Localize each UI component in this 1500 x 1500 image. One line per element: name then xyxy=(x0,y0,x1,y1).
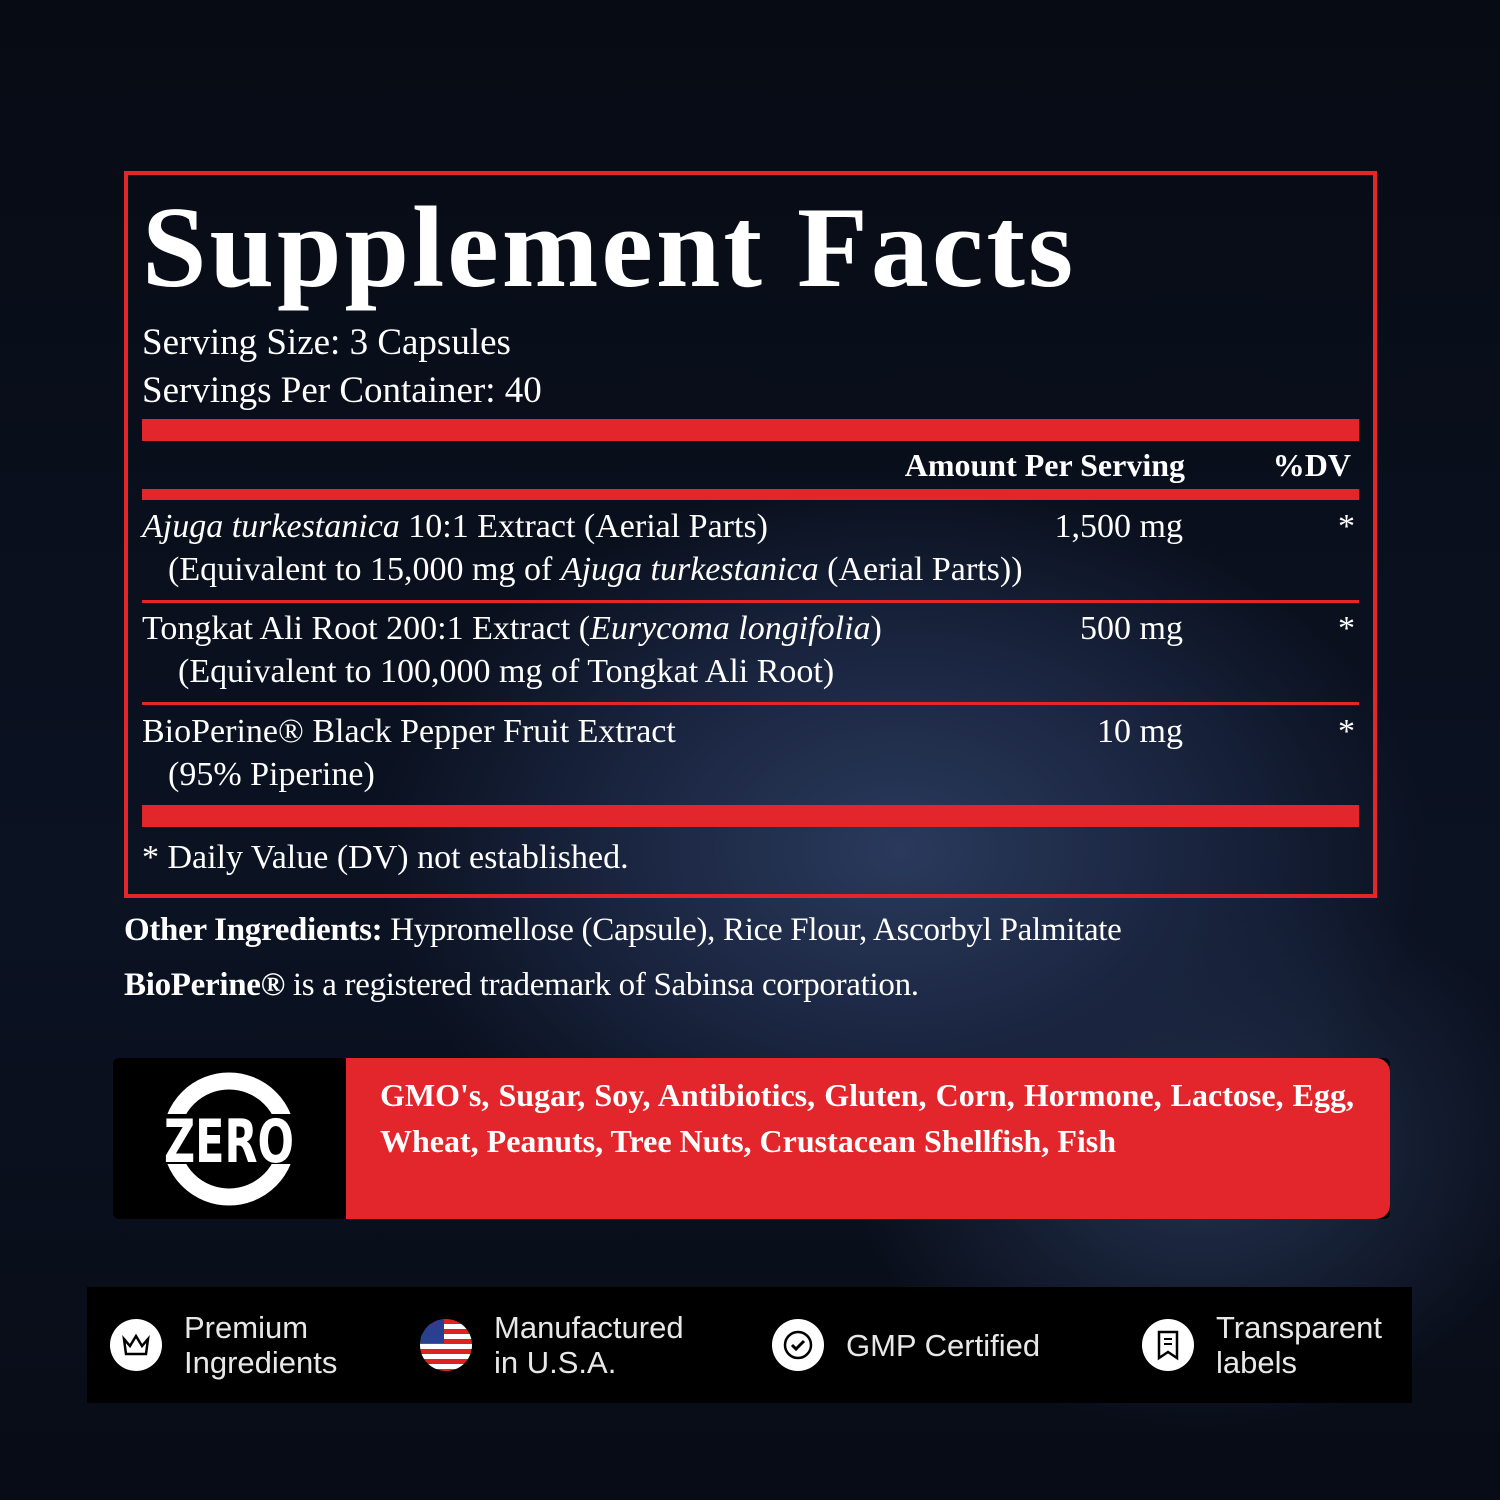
badge-text: Ingredients xyxy=(184,1345,338,1380)
supplement-facts-panel: Supplement Facts Serving Size: 3 Capsule… xyxy=(124,171,1377,898)
ingredient-sub: (95% Piperine) xyxy=(168,756,375,793)
panel-title: Supplement Facts xyxy=(142,184,1077,312)
ingredient-name: 10:1 Extract (Aerial Parts) xyxy=(399,508,769,545)
us-flag-icon xyxy=(420,1319,472,1371)
ingredient-row: Tongkat Ali Root 200:1 Extract (Eurycoma… xyxy=(142,607,1359,701)
ingredient-dv: * xyxy=(1338,713,1355,750)
ingredient-row: Ajuga turkestanica 10:1 Extract (Aerial … xyxy=(142,505,1359,599)
ingredient-sub-italic: Ajuga turkestanica xyxy=(560,551,819,588)
trademark-text: is a registered trademark of Sabinsa cor… xyxy=(284,967,919,1003)
ingredient-dv: * xyxy=(1338,508,1355,545)
zero-allergens-banner: ZERO GMO's, Sugar, Soy, Antibiotics, Glu… xyxy=(113,1058,1390,1219)
ingredient-amount: 1,500 mg xyxy=(1054,508,1183,545)
ingredient-amount: 500 mg xyxy=(1080,610,1183,647)
other-ingredients-label: Other Ingredients: xyxy=(124,912,383,948)
zero-logo-icon: ZERO xyxy=(163,1072,295,1206)
ingredient-sub: (Equivalent to 15,000 mg of xyxy=(168,551,561,588)
ingredient-row: BioPerine® Black Pepper Fruit Extract (9… xyxy=(142,710,1359,804)
ingredient-amount: 10 mg xyxy=(1097,713,1183,750)
ingredient-dv: * xyxy=(1338,610,1355,647)
badge-text: GMP Certified xyxy=(846,1327,1041,1363)
servings-per-container: Servings Per Container: 40 xyxy=(142,370,542,411)
badge-text: Transparent xyxy=(1216,1310,1382,1345)
ingredient-name: Tongkat Ali Root 200:1 Extract ( xyxy=(142,610,591,647)
serving-size: Serving Size: 3 Capsules xyxy=(142,322,511,363)
badge-premium: Premium Ingredients xyxy=(110,1287,337,1403)
badges-strip: Premium Ingredients Manufactured in U.S.A.… xyxy=(87,1287,1412,1403)
ingredient-sub: (Aerial Parts)) xyxy=(818,551,1023,588)
badge-text: in U.S.A. xyxy=(494,1345,617,1380)
ingredient-name-italic: Eurycoma longifolia xyxy=(590,610,871,647)
ingredient-name: BioPerine® Black Pepper Fruit Extract xyxy=(142,713,676,750)
badge-gmp: GMP Certified xyxy=(772,1287,1040,1403)
label-icon xyxy=(1142,1319,1194,1371)
badge-text: labels xyxy=(1216,1345,1297,1380)
crown-icon xyxy=(110,1319,162,1371)
trademark-note: BioPerine® is a registered trademark of … xyxy=(124,967,919,1004)
divider-medium xyxy=(142,489,1359,500)
svg-text:ZERO: ZERO xyxy=(164,1107,294,1177)
trademark-label: BioPerine® xyxy=(124,967,285,1003)
badge-transparent: Transparent labels xyxy=(1142,1287,1382,1403)
badge-text: Premium xyxy=(184,1310,309,1345)
divider-thin xyxy=(142,600,1359,603)
allergen-list: GMO's, Sugar, Soy, Antibiotics, Gluten, … xyxy=(346,1058,1390,1219)
certified-seal-icon xyxy=(772,1319,824,1371)
amount-header: Amount Per Serving xyxy=(904,447,1185,483)
divider-thick xyxy=(142,419,1359,441)
footnote: * Daily Value (DV) not established. xyxy=(142,839,629,876)
divider-thick xyxy=(142,805,1359,827)
badge-usa: Manufactured in U.S.A. xyxy=(420,1287,684,1403)
other-ingredients-value: Hypromellose (Capsule), Rice Flour, Asco… xyxy=(382,912,1122,948)
ingredient-name-italic: Ajuga turkestanica xyxy=(142,508,400,545)
other-ingredients: Other Ingredients: Hypromellose (Capsule… xyxy=(124,912,1122,949)
divider-thin xyxy=(142,702,1359,705)
ingredient-name: ) xyxy=(870,610,882,647)
dv-header: %DV xyxy=(1272,447,1351,483)
ingredient-sub: (Equivalent to 100,000 mg of Tongkat Ali… xyxy=(178,653,835,690)
badge-text: Manufactured xyxy=(494,1310,684,1345)
